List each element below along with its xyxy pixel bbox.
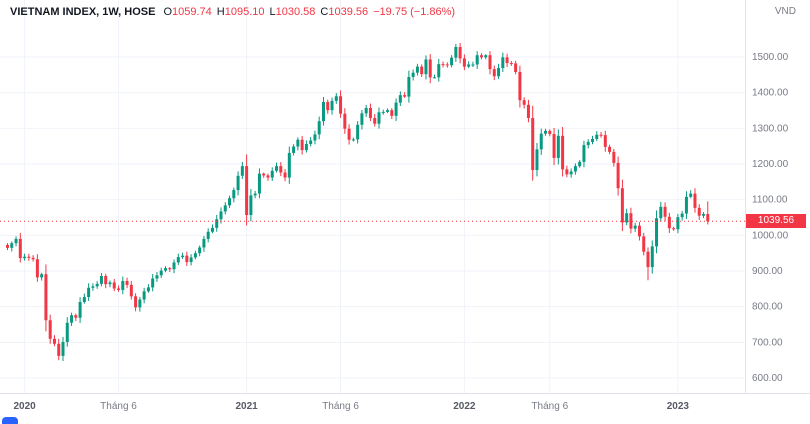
bottom-left-logo[interactable] xyxy=(2,417,18,424)
symbol-legend[interactable]: VIETNAM INDEX, 1W, HOSE O1059.74 H1095.10 L… xyxy=(10,6,455,18)
svg-text:2022: 2022 xyxy=(453,401,476,412)
svg-text:2021: 2021 xyxy=(235,401,258,412)
svg-text:1500.00: 1500.00 xyxy=(752,52,789,63)
svg-text:1300.00: 1300.00 xyxy=(752,123,789,134)
svg-text:1400.00: 1400.00 xyxy=(752,88,789,99)
time-axis[interactable]: 2020 Tháng 6 2021 Tháng 6 2022 Tháng 6 2023 xyxy=(13,401,689,412)
open-value: 1059.74 xyxy=(172,6,212,18)
svg-text:Tháng 6: Tháng 6 xyxy=(100,401,137,412)
svg-text:2020: 2020 xyxy=(13,401,36,412)
svg-text:900.00: 900.00 xyxy=(752,266,783,277)
svg-text:2023: 2023 xyxy=(667,401,690,412)
change-value: −19.75 (−1.86%) xyxy=(373,6,456,18)
chart-grid xyxy=(0,0,745,393)
candles-layer xyxy=(6,43,710,361)
svg-text:1200.00: 1200.00 xyxy=(752,159,789,170)
svg-text:1100.00: 1100.00 xyxy=(752,195,788,206)
high-label: H xyxy=(216,6,225,18)
svg-text:800.00: 800.00 xyxy=(752,302,783,313)
svg-text:600.00: 600.00 xyxy=(752,373,783,384)
axis-borders xyxy=(0,0,810,394)
svg-text:700.00: 700.00 xyxy=(752,337,783,348)
high-value: 1095.10 xyxy=(224,6,265,18)
svg-text:Tháng 6: Tháng 6 xyxy=(531,401,568,412)
svg-text:1000.00: 1000.00 xyxy=(752,230,789,241)
low-value: 1030.58 xyxy=(275,6,316,18)
low-label: L xyxy=(269,6,276,18)
symbol-title[interactable]: VIETNAM INDEX, 1W, HOSE xyxy=(10,6,156,18)
close-value: 1039.56 xyxy=(328,6,369,18)
price-axis[interactable]: 1500.00 1400.00 1300.00 1200.00 1100.00 1000.… xyxy=(752,52,789,384)
close-label: C xyxy=(320,6,329,18)
svg-text:Tháng 6: Tháng 6 xyxy=(322,401,359,412)
open-label: O xyxy=(163,6,173,18)
currency-label: VND xyxy=(774,6,796,17)
current-price-badge: 1039.56 xyxy=(746,214,806,229)
